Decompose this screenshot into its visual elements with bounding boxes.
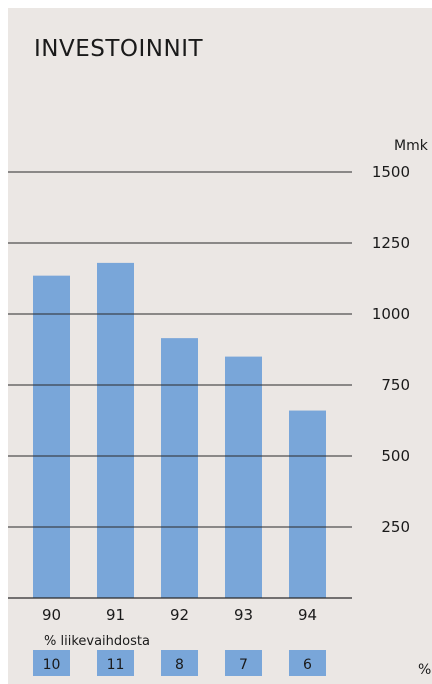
percent-value-93: 7 xyxy=(239,657,248,673)
percent-box-91 xyxy=(97,650,134,676)
percent-unit-label: % xyxy=(418,662,432,678)
y-tick-label-1000: 1000 xyxy=(372,305,410,323)
bar-94 xyxy=(289,410,326,598)
y-tick-label-250: 250 xyxy=(381,518,410,536)
bar-91 xyxy=(97,262,134,598)
percent-value-94: 6 xyxy=(303,657,312,673)
y-tick-label-500: 500 xyxy=(381,447,410,465)
chart-panel: INVESTOINNIT Mmk 250 500 750 1000 1250 1500 90… xyxy=(8,8,432,684)
percent-value-91: 11 xyxy=(107,657,125,673)
bar-92 xyxy=(161,338,198,598)
bar-90 xyxy=(33,275,70,598)
percent-box-93 xyxy=(225,650,262,676)
x-tick-label-94: 94 xyxy=(298,606,317,624)
percent-of-revenue-label: % liikevaihdosta xyxy=(44,634,150,649)
x-tick-label-93: 93 xyxy=(234,606,253,624)
percent-box-90 xyxy=(33,650,70,676)
x-tick-label-92: 92 xyxy=(170,606,189,624)
bar-93 xyxy=(225,356,262,598)
y-tick-label-1250: 1250 xyxy=(372,234,410,252)
percent-value-90: 10 xyxy=(43,657,61,673)
y-tick-label-750: 750 xyxy=(381,376,410,394)
percent-value-92: 8 xyxy=(175,657,184,673)
chart-title: INVESTOINNIT xyxy=(34,36,204,62)
y-tick-label-1500: 1500 xyxy=(372,163,410,181)
percent-box-92 xyxy=(161,650,198,676)
x-tick-label-91: 91 xyxy=(106,606,125,624)
x-tick-label-90: 90 xyxy=(42,606,61,624)
percent-box-94 xyxy=(289,650,326,676)
y-unit-label: Mmk xyxy=(394,138,428,154)
bar-chart: 250 500 750 1000 1250 1500 90 91 92 93 94 10 11 8 7 6 xyxy=(8,163,410,676)
